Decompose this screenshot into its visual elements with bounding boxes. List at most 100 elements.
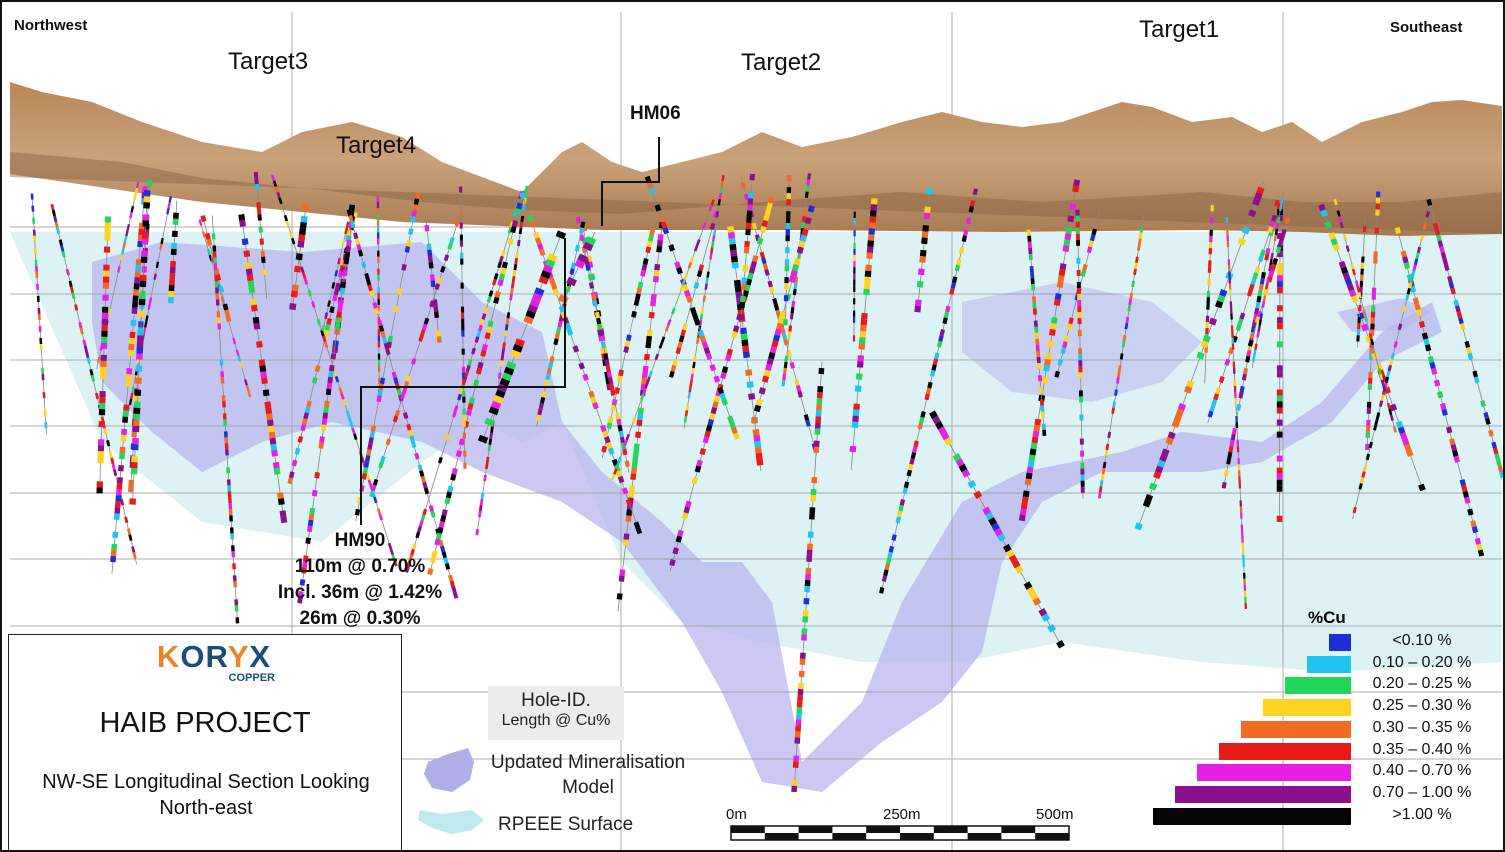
drillhole-interval: [122, 242, 127, 249]
drillhole-interval: [1439, 246, 1445, 254]
drillhole-interval: [254, 183, 260, 191]
drillhole-interval: [437, 456, 443, 464]
drillhole-interval: [600, 346, 608, 354]
drillhole-interval: [419, 470, 425, 478]
drillhole-interval: [650, 293, 657, 301]
drillhole-interval: [345, 229, 353, 237]
logo-word: KORYX: [147, 641, 281, 673]
drillhole-interval: [247, 390, 252, 398]
drillhole-interval: [630, 467, 637, 475]
drillhole-interval: [618, 430, 624, 438]
drillhole-interval: [278, 197, 283, 205]
drillhole-interval: [625, 334, 632, 342]
drillhole-interval: [1033, 424, 1041, 432]
drillhole-interval: [1365, 335, 1373, 343]
drillhole-interval: [238, 361, 243, 368]
drillhole-interval: [444, 433, 450, 441]
drillhole-interval: [1430, 367, 1438, 375]
drillhole-interval: [750, 260, 757, 269]
drillhole-interval: [422, 508, 428, 516]
drillhole-interval: [628, 491, 635, 499]
drillhole-interval: [579, 234, 585, 242]
scale-block: [900, 833, 934, 840]
mineralisation-model-lobe-2: [1337, 298, 1432, 332]
drillhole-interval: [245, 262, 252, 270]
drillhole-interval: [117, 464, 124, 472]
drillhole-interval: [501, 261, 508, 269]
drillhole-interval: [554, 332, 560, 340]
drillhole-interval: [1405, 293, 1410, 301]
drillhole-interval: [512, 269, 517, 277]
drillhole-interval: [797, 390, 803, 398]
drillhole-interval: [1080, 269, 1087, 277]
drillhole-interval: [1386, 370, 1391, 378]
drillhole-interval: [1254, 316, 1261, 324]
drillhole-interval: [345, 221, 350, 229]
drillhole-interval: [1270, 263, 1277, 271]
drillhole-interval: [931, 364, 937, 372]
drillhole-interval: [922, 225, 929, 232]
drillhole-interval: [644, 382, 649, 389]
drillhole-interval: [636, 419, 643, 427]
drillhole-interval: [488, 290, 494, 297]
drillhole-interval: [115, 495, 122, 502]
drillhole-interval: [618, 369, 624, 377]
drillhole-interval: [337, 270, 344, 278]
drillhole-interval: [1375, 412, 1381, 419]
drillhole-interval: [891, 534, 897, 541]
drillhole-interval: [615, 462, 620, 469]
drillhole-interval: [114, 501, 121, 508]
drillhole-interval: [647, 234, 654, 242]
drillhole-interval: [1412, 264, 1417, 271]
drillhole-interval: [262, 389, 270, 397]
drillhole-interval: [1239, 312, 1246, 320]
drillhole-interval: [510, 349, 521, 359]
drillhole-interval: [500, 354, 505, 361]
drillhole-interval: [83, 345, 88, 353]
drillhole-interval: [582, 241, 594, 252]
drillhole-interval: [782, 367, 787, 375]
drillhole-interval: [396, 287, 403, 295]
hm06-label: HM06: [630, 103, 681, 124]
drillhole-interval: [1377, 367, 1382, 375]
drillhole-interval: [1370, 338, 1375, 346]
drillhole-interval: [412, 204, 419, 212]
drillhole-interval: [218, 285, 225, 293]
drillhole-interval: [924, 393, 930, 401]
drillhole-interval: [794, 379, 800, 387]
drillhole-interval: [1350, 295, 1359, 303]
drillhole-interval: [1238, 391, 1244, 399]
drillhole-interval: [545, 373, 551, 381]
drillhole-interval: [299, 579, 306, 586]
drillhole-interval: [331, 346, 339, 354]
drillhole-interval: [1477, 549, 1485, 557]
drillhole-interval: [1008, 554, 1018, 564]
drillhole-interval: [624, 340, 631, 348]
drillhole-interval: [885, 557, 892, 565]
drillhole-interval: [452, 592, 459, 599]
drillhole-interval: [349, 220, 356, 228]
drillhole-interval: [106, 439, 111, 447]
drillhole-interval: [705, 352, 713, 360]
drillhole-interval: [323, 329, 330, 337]
drillhole-interval: [1124, 322, 1129, 330]
drillhole-interval: [713, 395, 721, 403]
drillhole-interval: [430, 556, 437, 564]
drillhole-interval: [1271, 214, 1278, 222]
drillhole-interval: [609, 383, 615, 390]
drillhole-interval: [955, 458, 965, 468]
drillhole-interval: [488, 406, 500, 416]
drillhole-interval: [351, 427, 356, 435]
drillhole-interval: [367, 443, 373, 450]
drillhole-interval: [337, 257, 342, 265]
drillhole-interval: [137, 240, 144, 248]
drillhole-interval: [56, 227, 61, 235]
drillhole-interval: [1248, 209, 1257, 218]
drillhole-interval: [200, 215, 207, 223]
drillhole-interval: [1229, 439, 1235, 447]
drillhole-interval: [781, 379, 786, 387]
drillhole-interval: [743, 193, 750, 201]
drillhole-interval: [438, 539, 444, 547]
drillhole-interval: [604, 359, 610, 367]
drillhole-interval: [1413, 258, 1419, 266]
